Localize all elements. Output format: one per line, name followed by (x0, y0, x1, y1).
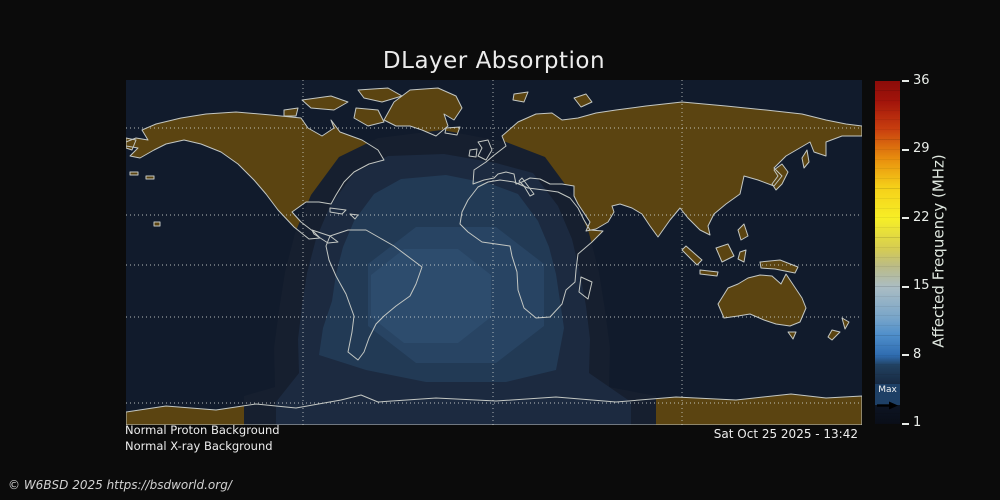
tick-mark-36 (902, 80, 909, 82)
colorbar-axis-label: Affected Frequency (MHz) (929, 154, 948, 348)
tick-label-8: 8 (913, 347, 922, 362)
background-status: Normal Proton Background Normal X-ray Ba… (125, 423, 280, 454)
tick-label-29: 29 (913, 141, 930, 156)
map-canvas (125, 80, 863, 426)
tick-label-1: 1 (913, 415, 922, 430)
tick-label-36: 36 (913, 73, 930, 88)
tick-label-22: 22 (913, 210, 930, 225)
copyright-notice: © W6BSD 2025 https://bsdworld.org/ (8, 478, 232, 492)
tick-mark-29 (902, 148, 909, 151)
xray-status: Normal X-ray Background (125, 438, 273, 453)
max-marker-label: Max (878, 385, 897, 395)
map-timestamp: Sat Oct 25 2025 - 13:42 (713, 427, 858, 441)
tick-mark-1 (902, 423, 909, 425)
absorption-core (371, 249, 491, 343)
world-map (125, 80, 863, 426)
max-arrow-icon (877, 401, 898, 410)
tick-mark-8 (902, 354, 909, 357)
proton-status: Normal Proton Background (125, 423, 280, 437)
max-marker: Max (875, 384, 900, 410)
lat-lon-grid (126, 80, 862, 425)
absorption-overlay (244, 130, 656, 425)
colorbar-gradient: Max (875, 81, 900, 424)
tick-mark-22 (902, 217, 909, 220)
tick-mark-15 (902, 285, 909, 288)
page-title: DLayer Absorption (382, 48, 606, 74)
tick-label-15: 15 (913, 278, 930, 293)
